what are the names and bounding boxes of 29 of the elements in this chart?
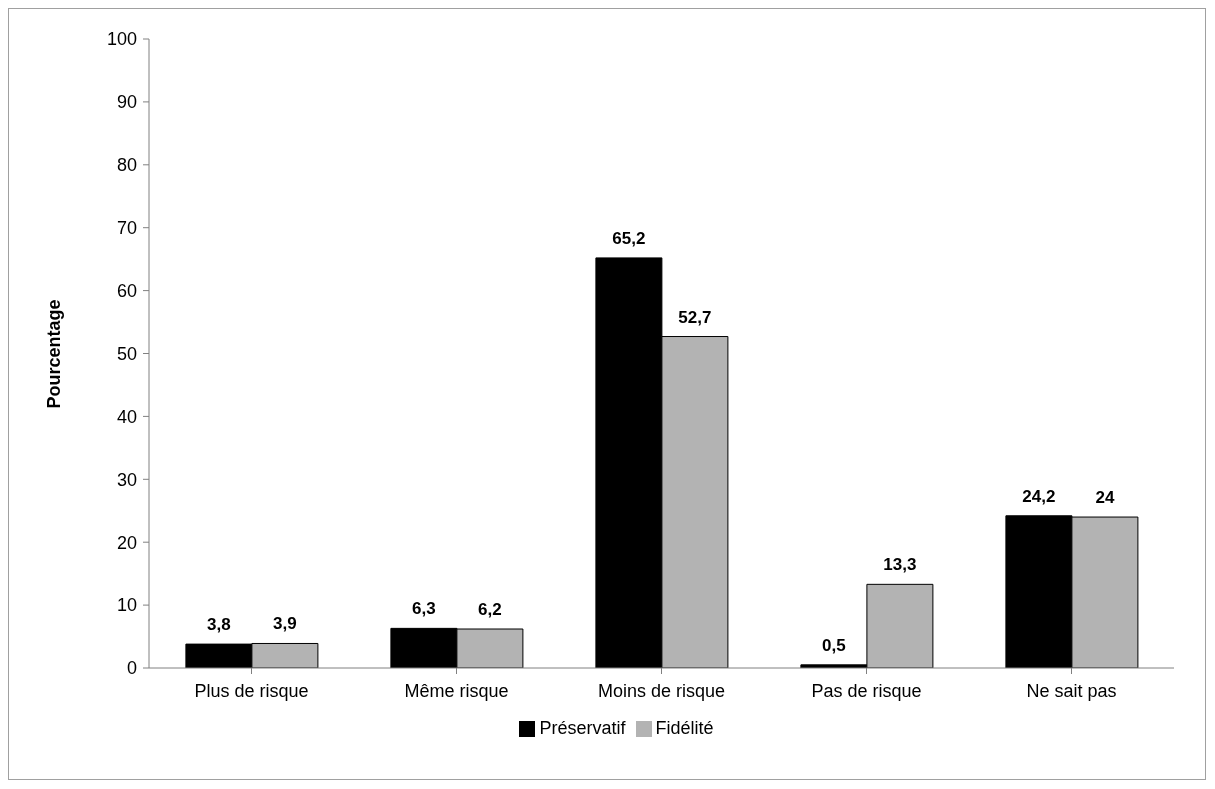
y-tick-label: 30 [116,469,137,490]
y-tick-label: 60 [116,280,137,301]
data-label: 65,2 [612,228,646,248]
data-label: 52,7 [678,307,712,327]
data-label: 24,2 [1022,486,1056,506]
y-tick-label: 100 [106,29,137,50]
y-tick-label: 40 [116,406,137,427]
x-tick-label: Ne sait pas [1026,680,1117,701]
data-label: 3,9 [273,614,297,634]
data-label: 24 [1095,488,1115,508]
y-axis-title: Pourcentage [44,299,65,409]
x-tick-label: Plus de risque [194,680,309,701]
y-tick-label: 90 [116,92,137,113]
x-tick-label: Même risque [404,680,509,701]
y-tick-label: 80 [116,155,137,176]
x-tick-label: Moins de risque [597,680,726,701]
x-tick-label: Pas de risque [811,680,922,701]
y-tick-label: 50 [116,343,137,364]
data-label: 6,3 [412,599,436,619]
y-tick-label: 20 [116,532,137,553]
data-label: 13,3 [883,555,917,575]
y-tick-label: 10 [116,595,137,616]
data-label: 0,5 [822,635,846,655]
y-tick-label: 70 [116,218,137,239]
legend-label: Fidélité [655,718,714,738]
y-tick-label: 0 [126,658,137,679]
data-label: 6,2 [478,600,502,619]
legend-label: Préservatif [539,718,626,738]
data-label: 3,8 [207,615,231,635]
